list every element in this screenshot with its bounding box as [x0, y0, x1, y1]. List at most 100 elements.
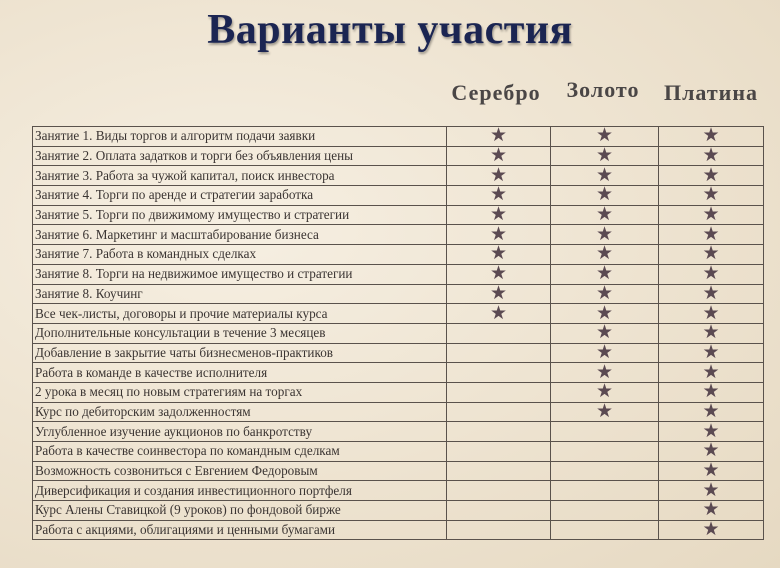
- table-row: Курс по дебиторским задолженностям ★ ★: [32, 400, 764, 423]
- table-row: Занятие 4. Торги по аренде и стратегии з…: [32, 184, 764, 206]
- cell-silver: ★: [446, 185, 551, 206]
- star-icon: ★: [702, 204, 720, 226]
- row-label: Занятие 8. Коучинг: [32, 283, 447, 305]
- cell-platinum: ★: [658, 479, 764, 502]
- cell-gold: ★: [550, 223, 659, 246]
- cell-silver: ★: [446, 164, 551, 187]
- cell-gold: ★: [550, 263, 659, 285]
- star-icon: ★: [702, 361, 720, 383]
- cell-gold: ★: [550, 381, 659, 403]
- star-icon: ★: [702, 125, 720, 147]
- star-icon: ★: [489, 125, 508, 147]
- star-icon: ★: [595, 204, 614, 226]
- cell-silver: ★: [446, 244, 551, 265]
- star-icon: ★: [595, 263, 614, 285]
- table-row: Курс Алены Ставицкой (9 уроков) по фондо…: [32, 499, 764, 521]
- cell-platinum: ★: [658, 243, 764, 265]
- cell-platinum: ★: [658, 263, 764, 285]
- table-row: Работа в команде в качестве исполнителя ★…: [32, 361, 764, 383]
- cell-gold: [550, 519, 659, 541]
- column-header-gold: Золото: [566, 77, 640, 102]
- table-row: Дополнительные консультации в течение 3 …: [32, 322, 764, 344]
- cell-silver: [446, 460, 551, 482]
- star-icon: ★: [489, 204, 508, 226]
- cell-silver: ★: [446, 204, 551, 226]
- row-label: Добавление в закрытие чаты бизнесменов-п…: [32, 342, 447, 364]
- star-icon: ★: [595, 341, 614, 363]
- cell-platinum: ★: [658, 401, 764, 423]
- cell-silver: ★: [446, 125, 551, 147]
- cell-gold: ★: [550, 145, 659, 167]
- cell-platinum: ★: [658, 204, 764, 226]
- cell-silver: [446, 421, 551, 442]
- table-row: Занятие 8. Коучинг ★ ★ ★: [32, 282, 764, 305]
- table-row: Занятие 3. Работа за чужой капитал, поис…: [32, 164, 764, 187]
- cell-platinum: ★: [658, 165, 764, 187]
- row-label: Возможность созвониться с Евгением Федор…: [32, 460, 447, 482]
- star-icon: ★: [702, 243, 720, 265]
- column-header-platinum: Платина: [663, 80, 759, 105]
- row-label: Диверсификация и создания инвестиционног…: [32, 480, 447, 502]
- cell-silver: ★: [446, 302, 551, 324]
- cell-gold: ★: [550, 185, 659, 206]
- cell-platinum: ★: [658, 460, 764, 482]
- star-icon: ★: [702, 282, 720, 304]
- star-icon: ★: [702, 302, 720, 324]
- star-icon: ★: [595, 164, 614, 186]
- star-icon: ★: [489, 223, 508, 245]
- star-icon: ★: [702, 420, 720, 442]
- cell-gold: [550, 460, 659, 482]
- star-icon: ★: [595, 302, 614, 324]
- cell-silver: [446, 519, 551, 541]
- star-icon: ★: [702, 499, 720, 521]
- cell-gold: ★: [550, 282, 659, 305]
- cell-gold: ★: [550, 204, 659, 226]
- table-row: Занятие 5. Торги по движимому имущество …: [32, 204, 764, 226]
- cell-platinum: ★: [658, 184, 764, 206]
- table-row: Занятие 6. Маркетинг и масштабирование б…: [32, 223, 764, 246]
- star-icon: ★: [702, 479, 720, 501]
- table-row: Добавление в закрытие чаты бизнесменов-п…: [32, 341, 764, 364]
- cell-silver: ★: [446, 263, 551, 285]
- cell-silver: [446, 480, 551, 502]
- cell-platinum: ★: [658, 499, 764, 521]
- star-icon: ★: [702, 263, 720, 285]
- cell-platinum: ★: [658, 322, 764, 344]
- table-row: Диверсификация и создания инвестиционног…: [32, 479, 764, 502]
- star-icon: ★: [702, 145, 720, 167]
- row-label: Работа в качестве соинвестора по командн…: [32, 441, 447, 462]
- star-icon: ★: [595, 243, 614, 265]
- row-label: Занятие 8. Торги на недвижимое имущество…: [32, 263, 447, 285]
- cell-silver: [446, 500, 551, 521]
- star-icon: ★: [702, 223, 720, 245]
- row-label: Дополнительные консультации в течение 3 …: [32, 322, 447, 344]
- cell-silver: [446, 441, 551, 462]
- star-icon: ★: [595, 125, 614, 147]
- cell-gold: [550, 421, 659, 442]
- row-label: Работа в команде в качестве исполнителя: [32, 362, 447, 383]
- cell-platinum: ★: [658, 381, 764, 403]
- star-icon: ★: [595, 400, 614, 422]
- star-icon: ★: [595, 223, 614, 245]
- table-row: Занятие 8. Торги на недвижимое имущество…: [32, 263, 764, 285]
- cell-gold: ★: [550, 400, 659, 423]
- cell-gold: ★: [550, 322, 659, 344]
- star-icon: ★: [489, 164, 508, 186]
- cell-gold: [550, 441, 659, 462]
- star-icon: ★: [489, 302, 508, 324]
- cell-silver: [446, 381, 551, 403]
- cell-platinum: ★: [658, 361, 764, 383]
- cell-gold: ★: [550, 164, 659, 187]
- star-icon: ★: [702, 184, 720, 206]
- cell-silver: ★: [446, 283, 551, 305]
- row-label: Занятие 2. Оплата задатков и торги без о…: [32, 145, 447, 167]
- star-icon: ★: [595, 282, 614, 304]
- page-title: Варианты участия: [207, 7, 573, 53]
- table-row: Занятие 7. Работа в командных сделках ★ ★ ★: [32, 243, 764, 265]
- row-label: Занятие 1. Виды торгов и алгоритм подачи…: [32, 126, 447, 147]
- row-label: Курс по дебиторским задолженностям: [32, 401, 447, 423]
- table-row: Углубленное изучение аукционов по банкро…: [32, 420, 764, 442]
- star-icon: ★: [702, 440, 720, 462]
- star-icon: ★: [595, 145, 614, 167]
- table-row: 2 урока в месяц по новым стратегиям на т…: [32, 381, 764, 403]
